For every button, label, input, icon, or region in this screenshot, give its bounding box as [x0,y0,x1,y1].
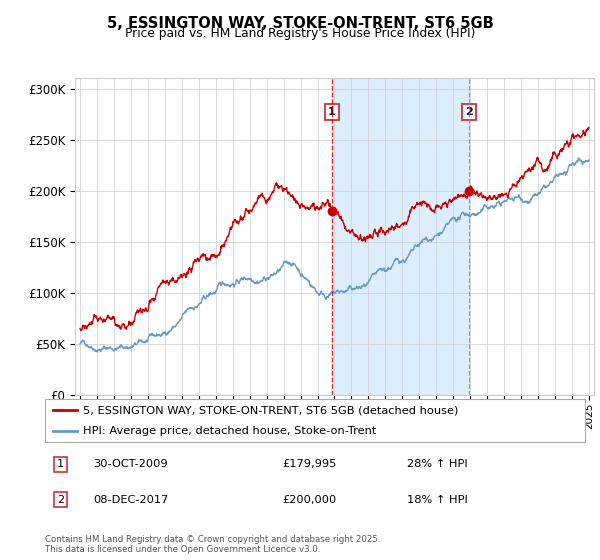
Text: 5, ESSINGTON WAY, STOKE-ON-TRENT, ST6 5GB: 5, ESSINGTON WAY, STOKE-ON-TRENT, ST6 5G… [107,16,493,31]
Text: 18% ↑ HPI: 18% ↑ HPI [407,494,467,505]
Text: 1: 1 [328,106,335,116]
Bar [332,78,469,395]
Text: £200,000: £200,000 [283,494,337,505]
Text: HPI: Average price, detached house, Stoke-on-Trent: HPI: Average price, detached house, Stok… [83,426,376,436]
Text: 2: 2 [465,106,473,116]
Text: 30-OCT-2009: 30-OCT-2009 [94,459,168,469]
Text: Price paid vs. HM Land Registry's House Price Index (HPI): Price paid vs. HM Land Registry's House … [125,27,475,40]
Text: £179,995: £179,995 [283,459,337,469]
Text: 08-DEC-2017: 08-DEC-2017 [94,494,169,505]
Text: 1: 1 [57,459,64,469]
Text: 5, ESSINGTON WAY, STOKE-ON-TRENT, ST6 5GB (detached house): 5, ESSINGTON WAY, STOKE-ON-TRENT, ST6 5G… [83,405,458,415]
Text: 2: 2 [57,494,64,505]
Text: Contains HM Land Registry data © Crown copyright and database right 2025.
This d: Contains HM Land Registry data © Crown c… [45,535,380,554]
Text: 28% ↑ HPI: 28% ↑ HPI [407,459,467,469]
